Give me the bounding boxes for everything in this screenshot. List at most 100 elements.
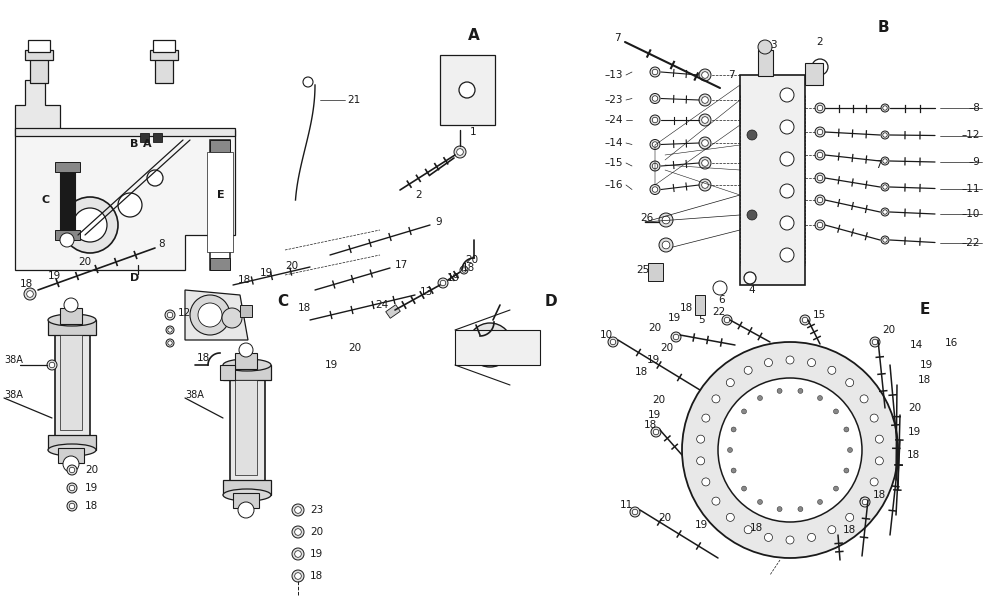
Circle shape <box>815 127 825 137</box>
Text: 20: 20 <box>465 255 478 265</box>
Text: 18: 18 <box>20 279 33 289</box>
Bar <box>55 325 90 440</box>
Circle shape <box>462 268 466 272</box>
Ellipse shape <box>48 314 96 326</box>
Polygon shape <box>15 80 60 130</box>
Text: D: D <box>130 273 139 283</box>
Circle shape <box>67 501 77 511</box>
Circle shape <box>815 173 825 183</box>
Circle shape <box>883 210 887 214</box>
Circle shape <box>808 533 816 541</box>
Text: 23: 23 <box>310 505 323 515</box>
Text: 19: 19 <box>447 273 460 283</box>
Circle shape <box>731 468 736 473</box>
Circle shape <box>49 362 55 368</box>
Bar <box>210 140 230 152</box>
Circle shape <box>47 360 57 370</box>
Circle shape <box>652 187 658 193</box>
Circle shape <box>724 317 730 323</box>
Text: 25: 25 <box>636 265 649 275</box>
Bar <box>695 295 705 315</box>
Circle shape <box>881 104 889 112</box>
Circle shape <box>881 131 889 139</box>
Circle shape <box>702 117 708 123</box>
Text: 18: 18 <box>462 263 475 273</box>
Circle shape <box>747 210 757 220</box>
Circle shape <box>168 328 172 332</box>
Text: –8: –8 <box>968 103 980 113</box>
Circle shape <box>883 185 887 189</box>
Circle shape <box>190 295 230 335</box>
Polygon shape <box>440 55 495 125</box>
Circle shape <box>828 526 836 533</box>
Text: 18: 18 <box>85 501 98 511</box>
Text: 7: 7 <box>728 70 735 80</box>
Text: 19: 19 <box>325 360 338 370</box>
Text: B: B <box>878 20 890 36</box>
Circle shape <box>69 503 75 509</box>
Circle shape <box>742 486 747 491</box>
Circle shape <box>198 303 222 327</box>
Ellipse shape <box>223 489 271 501</box>
Bar <box>15 128 235 136</box>
Bar <box>220 365 235 380</box>
Text: 17: 17 <box>395 260 408 270</box>
Circle shape <box>777 507 782 511</box>
Text: –14: –14 <box>604 138 623 148</box>
Circle shape <box>652 142 658 147</box>
Circle shape <box>659 213 673 227</box>
Circle shape <box>702 182 708 188</box>
Circle shape <box>67 483 77 493</box>
Text: B: B <box>130 139 138 149</box>
Circle shape <box>650 161 660 171</box>
Circle shape <box>682 342 898 558</box>
Circle shape <box>222 308 242 328</box>
Text: 21: 21 <box>347 95 360 105</box>
Circle shape <box>303 77 313 87</box>
Bar <box>140 133 149 142</box>
Circle shape <box>881 183 889 191</box>
Circle shape <box>846 513 854 522</box>
Text: 6: 6 <box>718 295 725 305</box>
Text: 14: 14 <box>910 340 923 350</box>
Text: 18: 18 <box>197 353 210 363</box>
Circle shape <box>652 163 658 169</box>
Bar <box>230 370 265 485</box>
Circle shape <box>786 356 794 364</box>
Circle shape <box>292 526 304 538</box>
Circle shape <box>652 69 658 74</box>
Circle shape <box>883 133 887 137</box>
Circle shape <box>650 139 660 150</box>
Circle shape <box>817 222 823 228</box>
Bar <box>240 305 252 317</box>
Circle shape <box>292 548 304 560</box>
Circle shape <box>118 193 142 217</box>
Text: –13: –13 <box>604 70 623 80</box>
Circle shape <box>870 478 878 486</box>
Text: –22: –22 <box>962 237 980 247</box>
Bar <box>153 40 175 52</box>
Circle shape <box>833 409 838 414</box>
Circle shape <box>699 114 711 126</box>
Circle shape <box>69 485 75 491</box>
Polygon shape <box>455 330 540 365</box>
Circle shape <box>742 409 747 414</box>
Circle shape <box>477 332 503 358</box>
Circle shape <box>870 337 880 347</box>
Bar <box>223 365 271 380</box>
Text: 20: 20 <box>658 513 671 523</box>
Circle shape <box>702 97 708 103</box>
Circle shape <box>731 427 736 432</box>
Bar <box>153 133 162 142</box>
Circle shape <box>780 248 794 262</box>
Text: E: E <box>920 303 930 318</box>
Circle shape <box>844 468 849 473</box>
Circle shape <box>860 497 868 505</box>
Text: 2: 2 <box>816 37 823 47</box>
Circle shape <box>702 160 708 166</box>
Circle shape <box>295 573 301 579</box>
Circle shape <box>800 315 810 325</box>
Bar <box>235 380 257 475</box>
Circle shape <box>67 465 77 475</box>
Text: –11: –11 <box>962 184 980 194</box>
